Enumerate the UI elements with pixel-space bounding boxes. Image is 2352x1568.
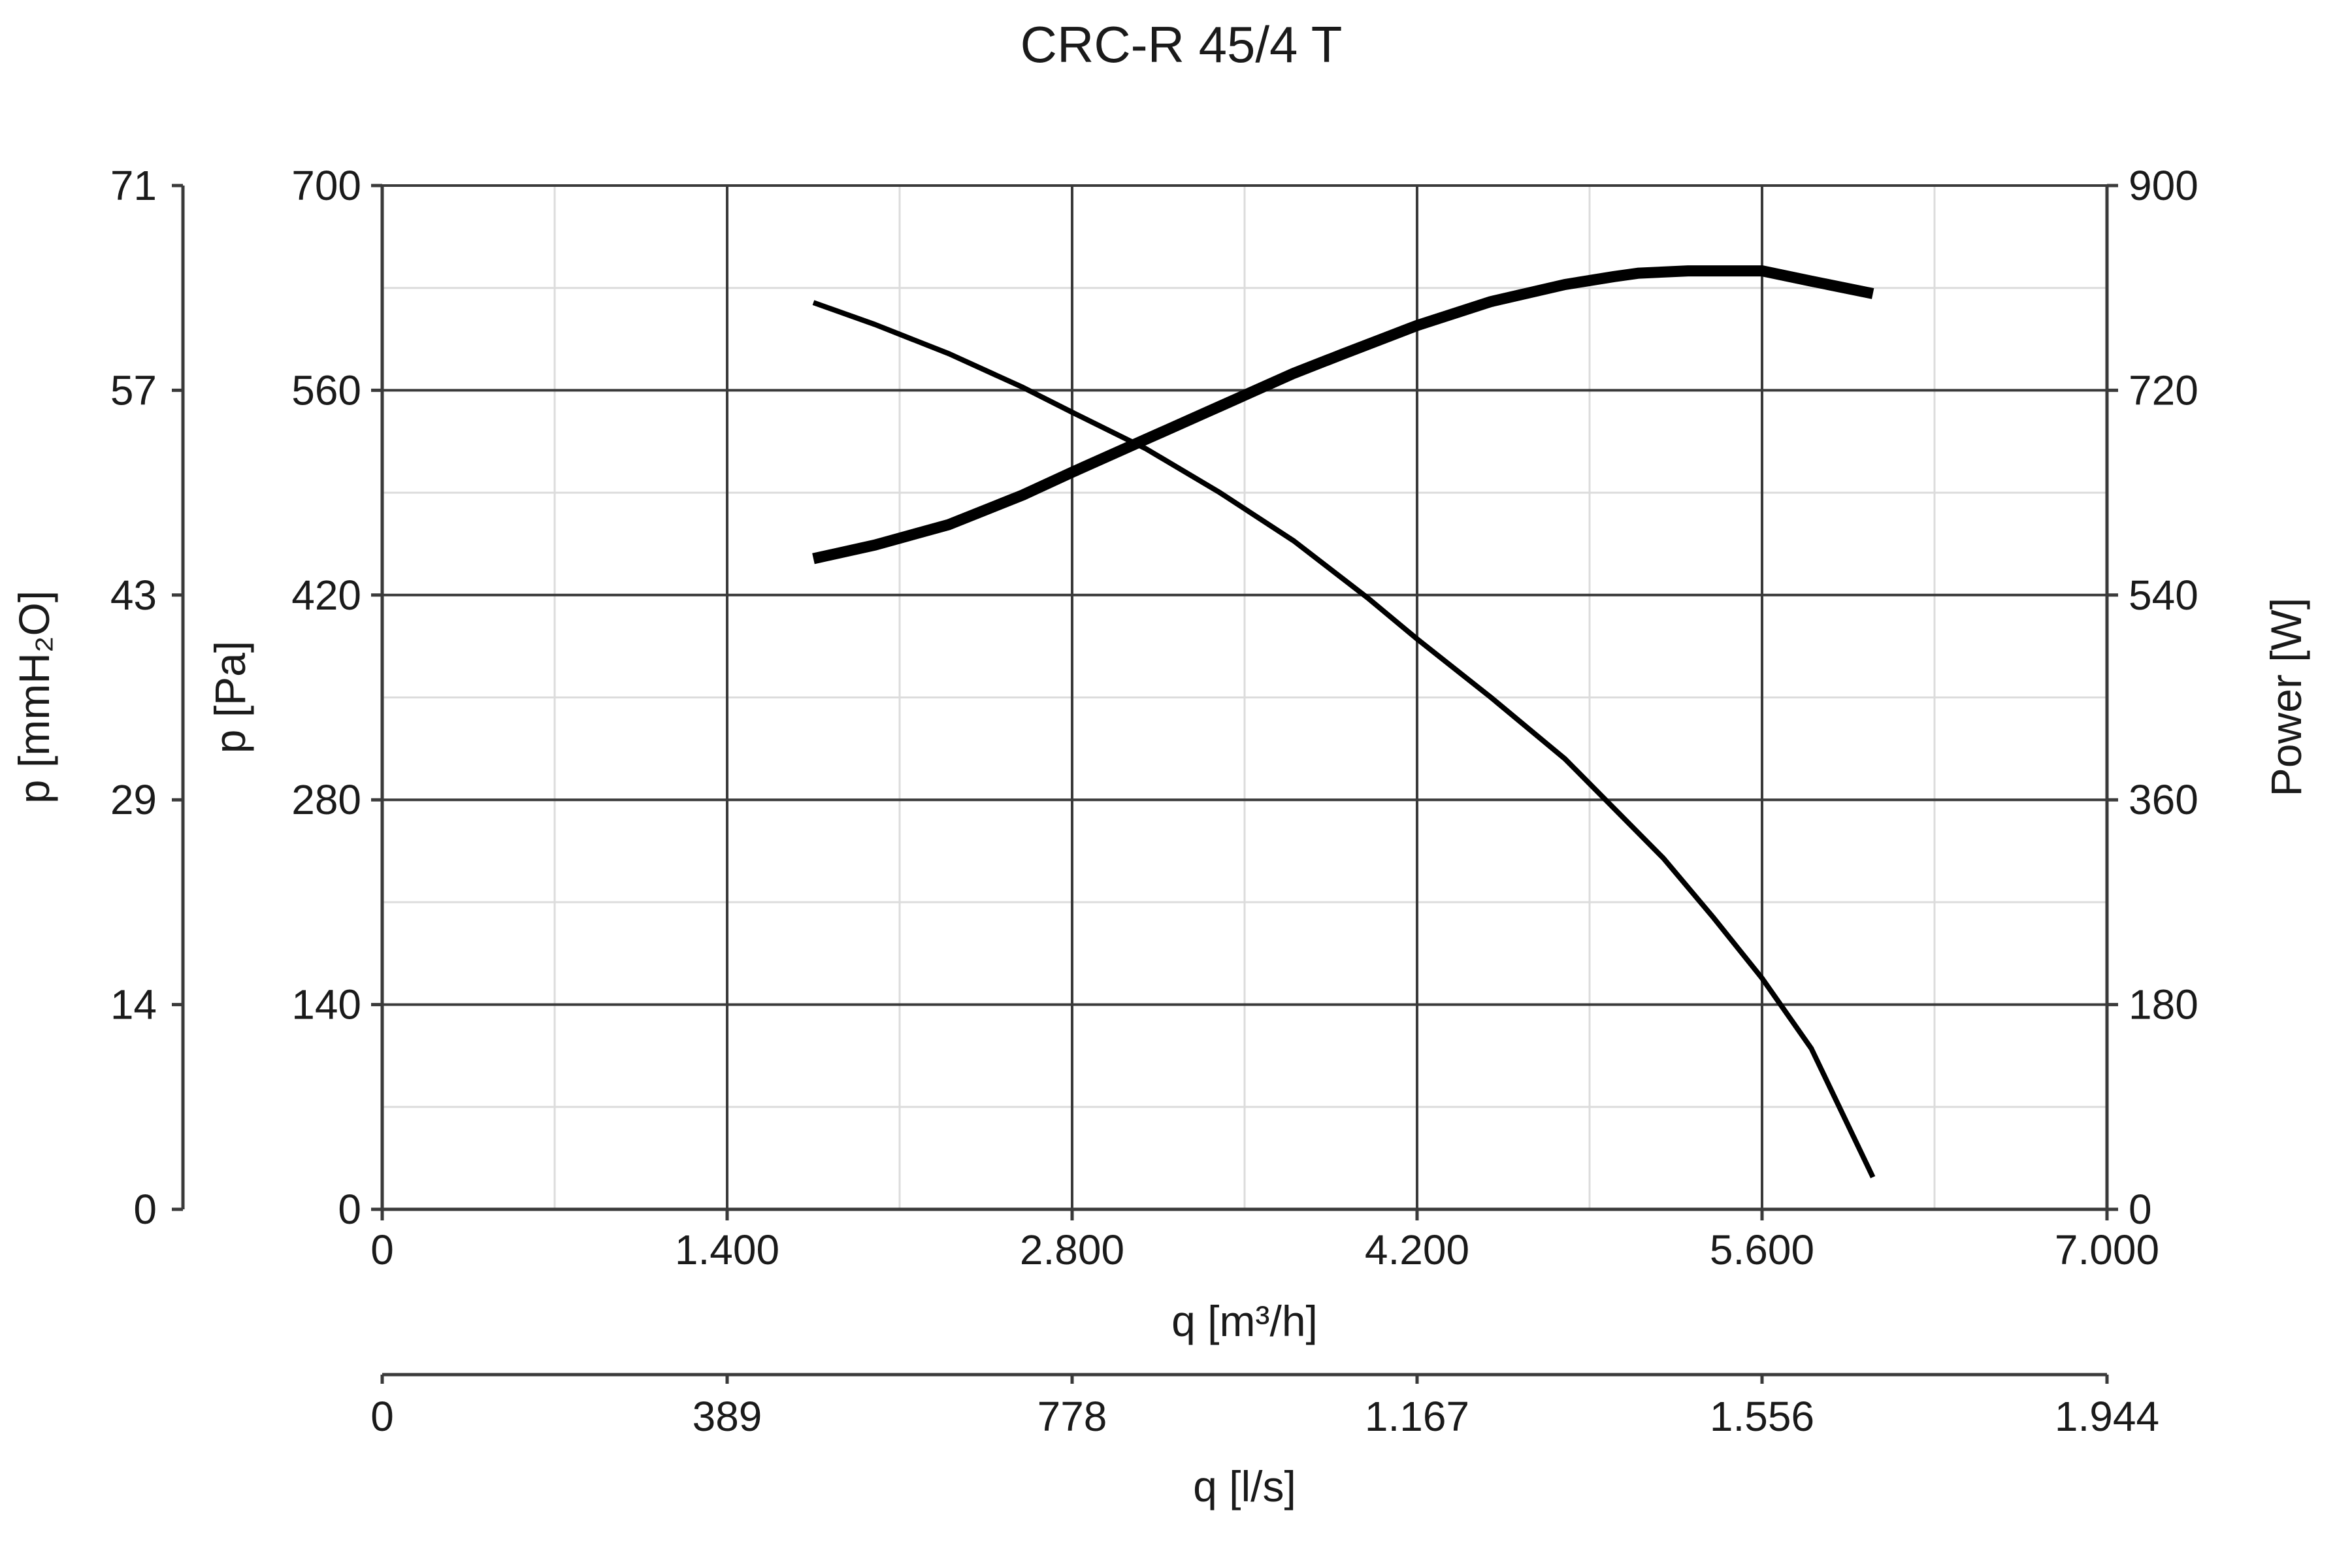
mmh2o-tick-label: 29: [110, 776, 157, 823]
x-tick-label: 5.600: [1710, 1226, 1814, 1273]
x2-tick-label: 0: [370, 1393, 394, 1440]
x2-tick-label: 778: [1037, 1393, 1107, 1440]
mmh2o-axis-label: p [mmH₂O]: [10, 591, 58, 804]
y2-tick-label: 540: [2129, 572, 2198, 619]
x-axis-label: q [m³/h]: [1171, 1297, 1318, 1345]
x-tick-label: 7.000: [2055, 1226, 2159, 1273]
y-tick-label: 280: [291, 776, 361, 823]
y2-tick-label: 720: [2129, 367, 2198, 414]
x2-tick-label: 1.556: [1710, 1393, 1814, 1440]
y-tick-label: 420: [291, 572, 361, 619]
x-tick-label: 1.400: [675, 1226, 779, 1273]
power-curve: [812, 265, 1874, 564]
y-tick-label: 560: [291, 367, 361, 414]
y2-tick-labels: 0 180 360 540 720 900: [2107, 162, 2198, 1233]
mmh2o-tick-label: 0: [133, 1186, 157, 1233]
y-tick-label: 0: [338, 1186, 361, 1233]
x2-tick-label: 389: [693, 1393, 762, 1440]
y-tick-labels: 0 140 280 420 560 700: [291, 162, 382, 1233]
y-axis-label: p [Pa]: [206, 641, 254, 753]
axes: [181, 186, 2109, 1377]
series-layer: [812, 265, 1876, 1179]
mmh2o-tick-labels: 0 14 29 43 57 71: [110, 162, 183, 1233]
x2-tick-labels: 0 389 778 1.167 1.556 1.944: [370, 1375, 2159, 1440]
mmh2o-tick-label: 43: [110, 572, 157, 619]
x-tick-label: 4.200: [1365, 1226, 1469, 1273]
y2-tick-label: 900: [2129, 162, 2198, 209]
x-tick-label: 0: [370, 1226, 394, 1273]
pressure-curve: [812, 300, 1876, 1179]
x-tick-labels: 0 1.400 2.800 4.200 5.600 7.000: [370, 1209, 2159, 1273]
y-tick-label: 700: [291, 162, 361, 209]
mmh2o-tick-label: 57: [110, 367, 157, 414]
mmh2o-tick-label: 71: [110, 162, 157, 209]
minor-grid: [382, 186, 2107, 1209]
x2-axis-label: q [l/s]: [1193, 1462, 1296, 1511]
x2-tick-label: 1.944: [2055, 1393, 2159, 1440]
y-tick-label: 140: [291, 981, 361, 1028]
x-tick-label: 2.800: [1020, 1226, 1124, 1273]
y2-tick-label: 0: [2129, 1186, 2152, 1233]
x2-tick-label: 1.167: [1365, 1393, 1469, 1440]
chart-title: CRC-R 45/4 T: [1021, 16, 1343, 73]
y2-tick-label: 360: [2129, 776, 2198, 823]
mmh2o-tick-label: 14: [110, 981, 157, 1028]
y2-axis-label: Power [W]: [2262, 598, 2310, 796]
y2-tick-label: 180: [2129, 981, 2198, 1028]
